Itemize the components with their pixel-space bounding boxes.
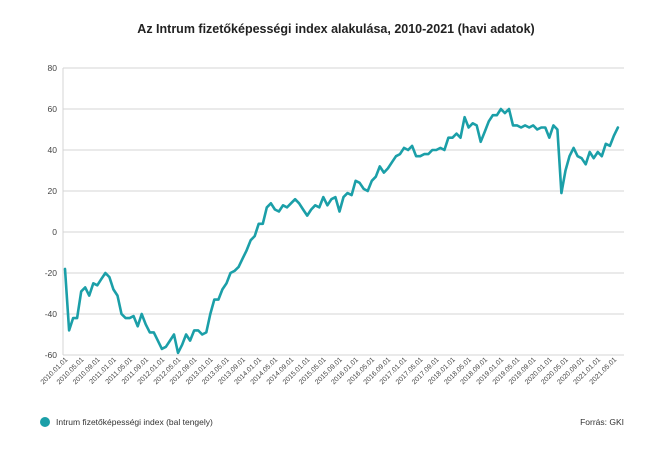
legend: Intrum fizetőképességi index (bal tengel… (40, 417, 213, 427)
y-tick-label: -60 (45, 350, 58, 360)
series-layer (63, 107, 620, 355)
gridlines (62, 67, 624, 356)
legend-label: Intrum fizetőképességi index (bal tengel… (56, 417, 213, 427)
source-note: Forrás: GKI (580, 417, 624, 427)
y-tick-label: 0 (52, 227, 57, 237)
y-tick-label: -20 (45, 268, 58, 278)
chart-title: Az Intrum fizetőképességi index alakulás… (137, 22, 534, 36)
y-tick-label: 40 (48, 145, 58, 155)
y-tick-label: 20 (48, 186, 58, 196)
y-tick-label: 60 (48, 104, 58, 114)
legend-marker (40, 417, 50, 427)
y-tick-label: 80 (48, 63, 58, 73)
y-tick-label: -40 (45, 309, 58, 319)
x-axis-ticks: 2010.01.012010.05.012010.09.012011.01.01… (40, 356, 619, 386)
y-axis-ticks: -60 -40 -20 0 20 40 60 80 (45, 63, 58, 360)
series-line (63, 107, 620, 355)
